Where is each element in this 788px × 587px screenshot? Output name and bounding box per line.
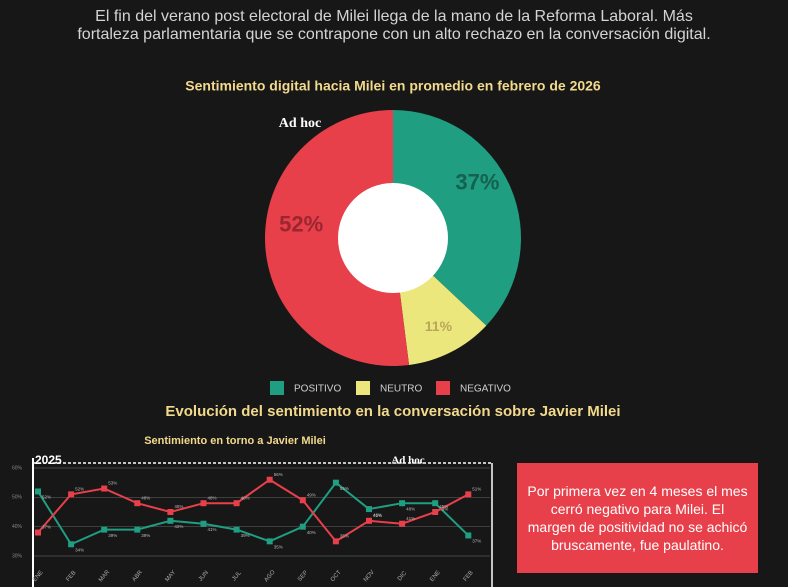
- x-tick-label: OCT: [330, 569, 343, 583]
- series-line: [37, 478, 469, 543]
- y-tick-label: 60%: [12, 465, 23, 471]
- pie-value-label: 37%: [455, 169, 499, 194]
- x-tick-label: AGO: [264, 569, 277, 583]
- line-subtitle: Sentimiento en torno a Javier Milei: [144, 435, 326, 447]
- x-tick-label: FEB: [65, 570, 77, 583]
- point-marker: [432, 509, 439, 515]
- point-marker: [266, 538, 273, 545]
- x-tick-label: ENE: [429, 570, 442, 583]
- y-tick-label: 50%: [12, 495, 23, 501]
- point-label: 48%: [406, 506, 415, 511]
- point-marker: [35, 529, 41, 536]
- point-marker: [233, 526, 240, 533]
- series-line: [37, 481, 469, 546]
- point-marker: [399, 520, 406, 527]
- point-marker: [366, 506, 372, 513]
- point-marker: [167, 517, 174, 524]
- point-marker: [200, 520, 207, 527]
- x-tick-label: JUN: [198, 570, 210, 583]
- point-marker: [167, 509, 174, 515]
- note-box: Por primera vez en 4 meses el mes cerró …: [517, 463, 758, 573]
- point-marker: [134, 526, 141, 533]
- x-tick-label: MAR: [98, 569, 112, 584]
- point-label: 41%: [208, 527, 217, 532]
- x-tick-label: FEB: [463, 570, 475, 583]
- point-marker: [366, 517, 372, 524]
- point-marker: [101, 526, 108, 533]
- point-label: 52%: [75, 487, 84, 492]
- point-marker: [101, 485, 108, 492]
- point-label: 34%: [75, 547, 84, 552]
- point-label: 53%: [108, 481, 117, 486]
- point-label: 37%: [42, 525, 51, 530]
- x-tick-label: ABR: [131, 569, 144, 583]
- point-label: 39%: [241, 533, 250, 538]
- point-label: 45%: [439, 504, 448, 509]
- point-label: 48%: [241, 495, 250, 500]
- x-tick-label: SEP: [297, 570, 309, 583]
- point-label: 42%: [174, 524, 183, 529]
- point-label: 55%: [340, 486, 349, 491]
- point-marker: [332, 538, 339, 545]
- pie-value-label: 52%: [279, 212, 323, 237]
- point-label: 40%: [307, 530, 316, 535]
- point-label: 39%: [141, 533, 150, 538]
- point-marker: [266, 476, 273, 483]
- year-label: 2025: [35, 453, 62, 467]
- legend-swatch: [270, 381, 284, 395]
- legend-label: NEUTRO: [380, 384, 422, 395]
- donut-hole: [338, 183, 448, 293]
- point-label: 48%: [439, 506, 448, 511]
- point-label: 48%: [208, 495, 217, 500]
- point-label: 37%: [472, 539, 481, 544]
- point-marker: [134, 500, 141, 507]
- x-tick-label: JUL: [231, 570, 243, 583]
- point-marker: [68, 541, 75, 548]
- point-marker: [399, 500, 406, 507]
- logo: Ad hoc: [391, 455, 424, 467]
- pie-slice: [265, 110, 410, 366]
- x-tick-label: ENE: [32, 570, 45, 583]
- point-marker: [35, 488, 41, 495]
- pie-slice: [393, 110, 521, 326]
- legend-swatch: [436, 381, 450, 395]
- point-label: 42%: [373, 513, 382, 518]
- legend-swatch: [356, 381, 370, 395]
- y-tick-label: 40%: [12, 524, 23, 530]
- point-label: 46%: [373, 512, 382, 517]
- point-label: 51%: [472, 487, 481, 492]
- point-label: 52%: [42, 495, 51, 500]
- point-marker: [299, 497, 306, 504]
- point-marker: [465, 491, 472, 498]
- pie-title: Sentimiento digital hacia Milei en prome…: [185, 78, 601, 94]
- section-title: Evolución del sentimiento en la conversa…: [165, 403, 620, 420]
- header-text: El fin del verano post electoral de Mile…: [77, 8, 711, 43]
- point-marker: [68, 491, 75, 498]
- legend-label: POSITIVO: [294, 384, 341, 395]
- point-marker: [233, 500, 240, 507]
- point-label: 48%: [141, 495, 150, 500]
- point-label: 35%: [340, 534, 349, 539]
- point-label: 39%: [108, 533, 117, 538]
- logo: Ad hoc: [279, 116, 321, 131]
- point-marker: [465, 532, 472, 539]
- point-marker: [299, 523, 306, 530]
- y-tick-label: 30%: [12, 553, 23, 559]
- x-tick-label: NOV: [363, 569, 376, 583]
- point-label: 56%: [274, 472, 283, 477]
- legend-label: NEGATIVO: [460, 384, 511, 395]
- x-tick-label: MAY: [165, 570, 178, 583]
- point-marker: [200, 500, 207, 507]
- point-marker: [332, 479, 339, 486]
- point-marker: [432, 500, 439, 507]
- x-tick-label: DIC: [397, 570, 409, 582]
- point-label: 41%: [406, 516, 415, 521]
- point-label: 35%: [274, 545, 283, 550]
- point-label: 45%: [174, 504, 183, 509]
- point-label: 49%: [307, 492, 316, 497]
- pie-value-label: 11%: [425, 318, 453, 334]
